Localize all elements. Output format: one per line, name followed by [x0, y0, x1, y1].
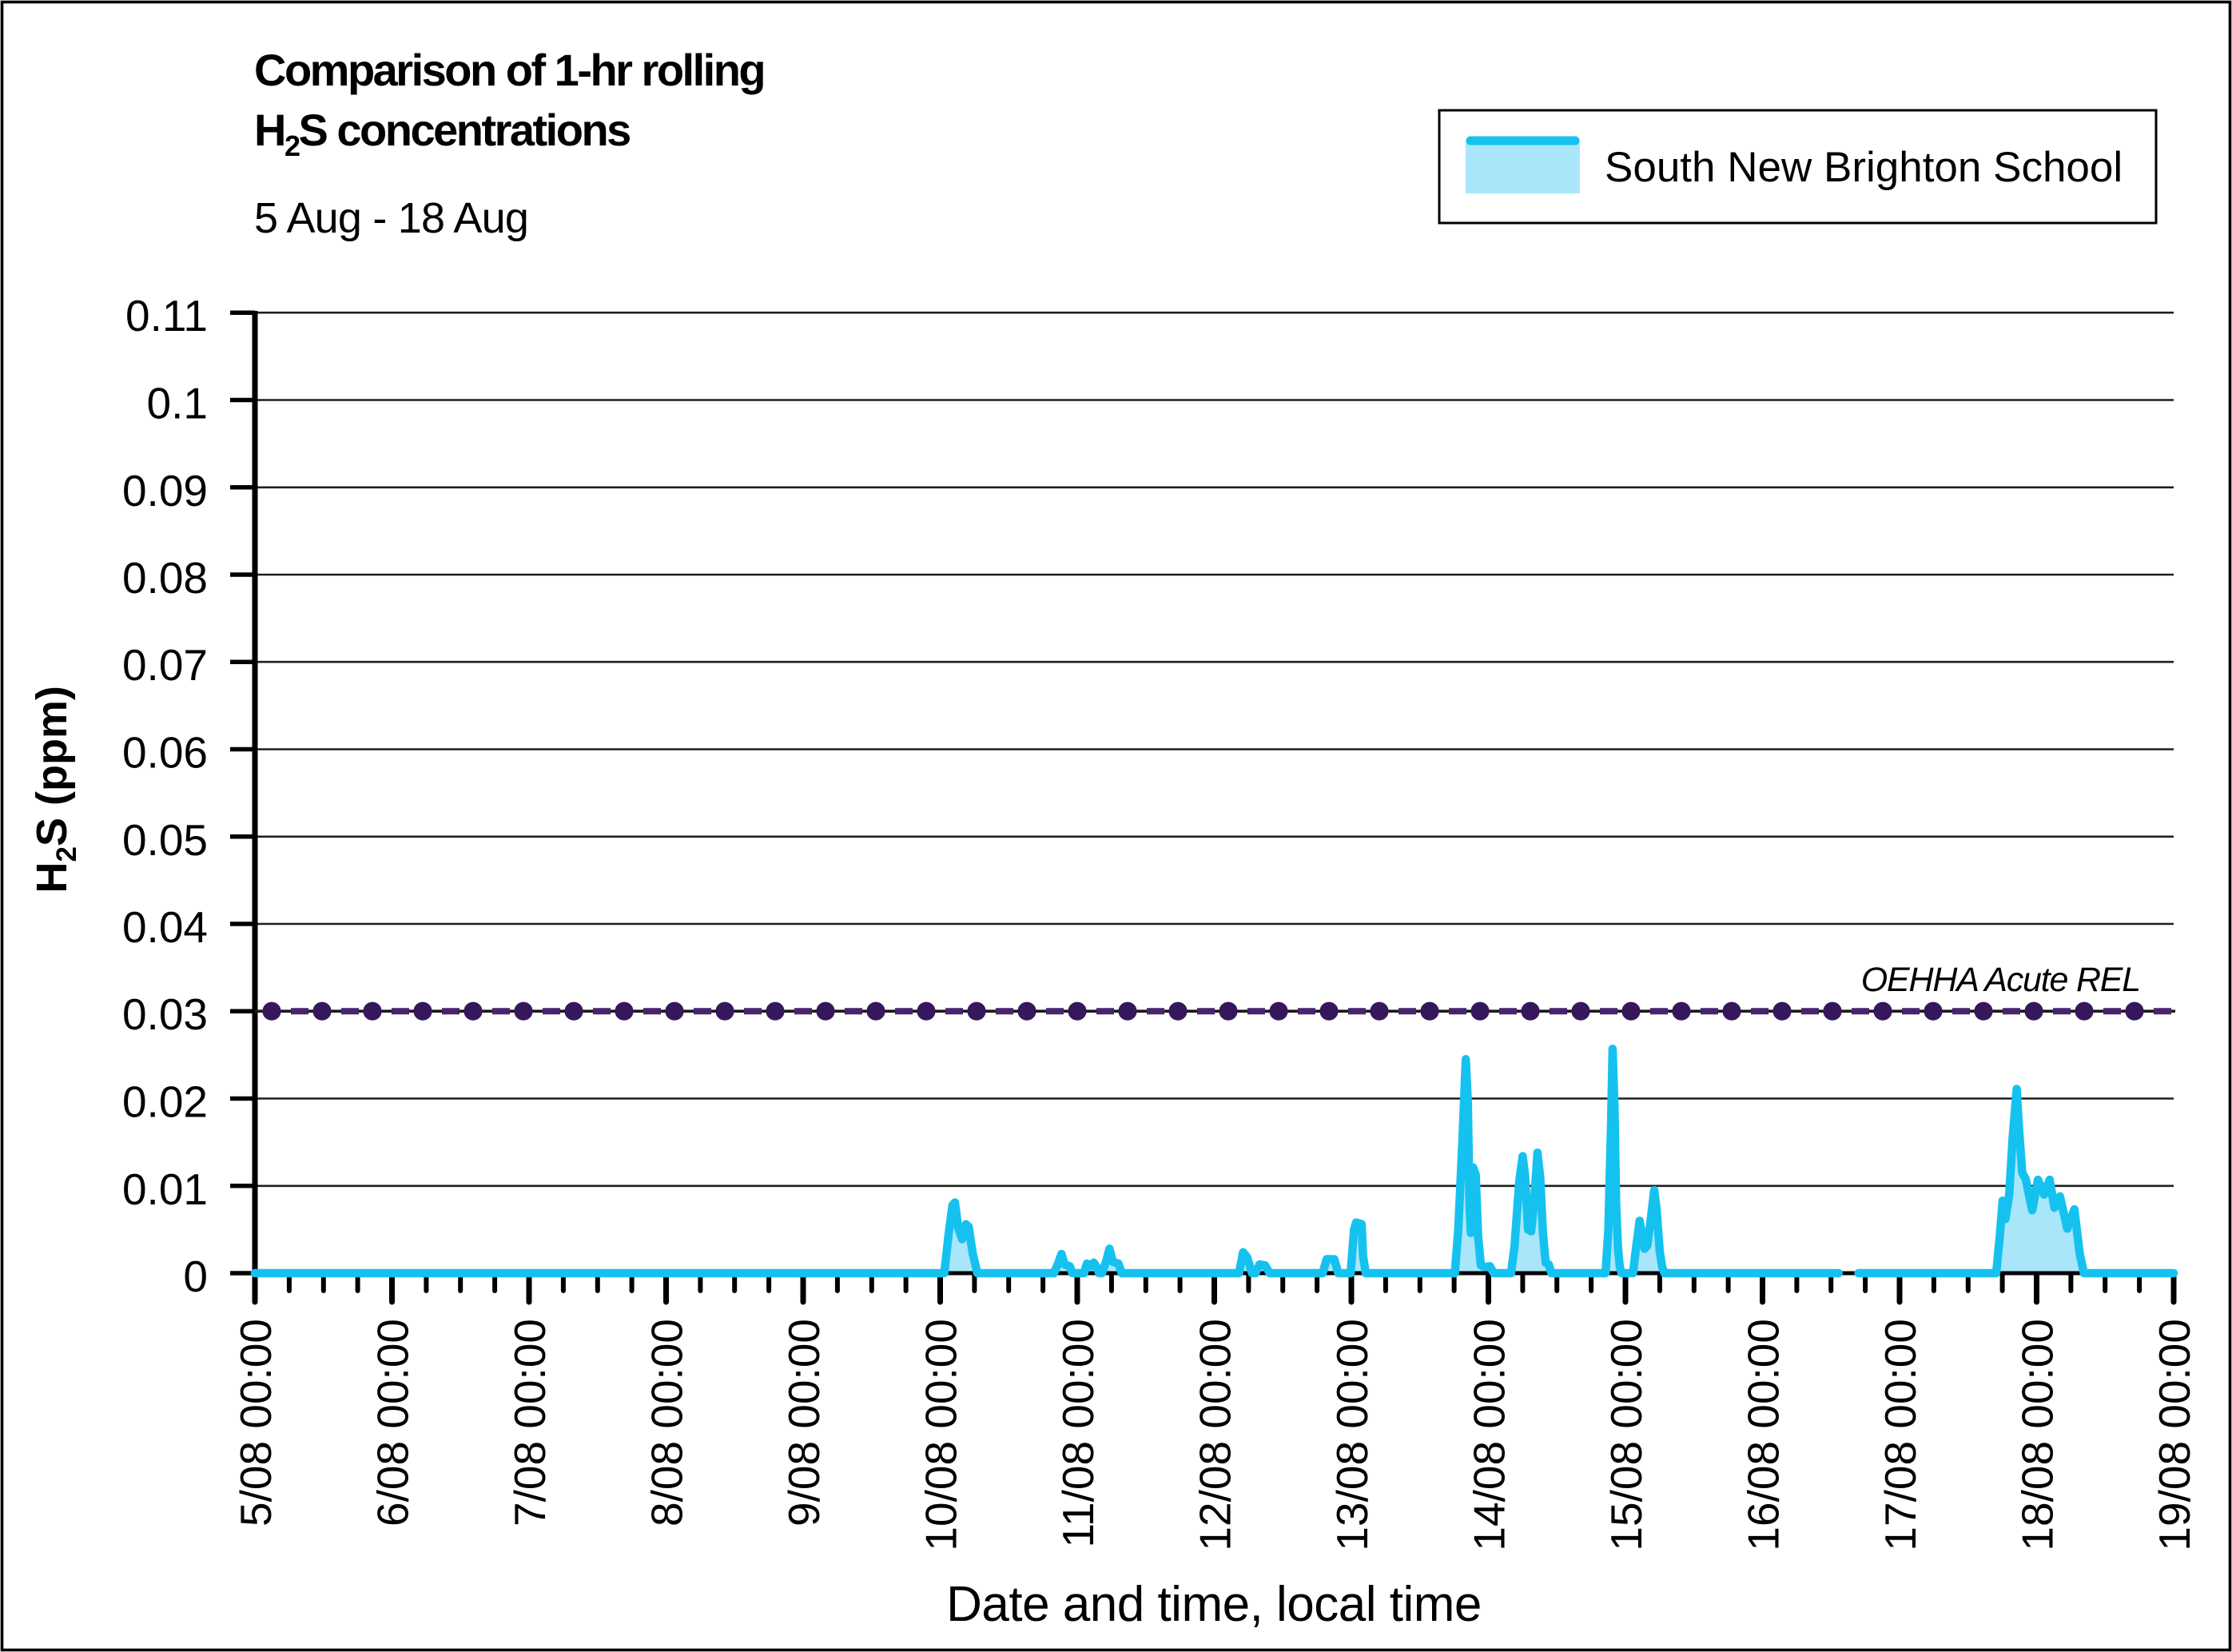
svg-text:9/08 00:00: 9/08 00:00 [779, 1319, 829, 1527]
svg-text:6/08 00:00: 6/08 00:00 [368, 1319, 418, 1527]
svg-text:19/08 00:00: 19/08 00:00 [2150, 1319, 2199, 1551]
svg-text:0.09: 0.09 [122, 466, 208, 516]
svg-text:H2S concentrations: H2S concentrations [254, 105, 630, 162]
svg-text:12/08 00:00: 12/08 00:00 [1191, 1319, 1240, 1551]
svg-text:15/08 00:00: 15/08 00:00 [1601, 1319, 1651, 1551]
svg-text:0.08: 0.08 [122, 553, 208, 603]
svg-text:H2S (ppm): H2S (ppm) [28, 686, 82, 893]
svg-text:Date and time, local time: Date and time, local time [946, 1577, 1482, 1632]
svg-text:10/08 00:00: 10/08 00:00 [917, 1319, 966, 1551]
svg-text:8/08 00:00: 8/08 00:00 [643, 1319, 692, 1527]
svg-text:0.03: 0.03 [122, 989, 208, 1039]
svg-text:14/08 00:00: 14/08 00:00 [1465, 1319, 1514, 1551]
svg-text:0.06: 0.06 [122, 728, 208, 778]
svg-text:5/08 00:00: 5/08 00:00 [231, 1319, 280, 1527]
svg-text:South New Brighton School: South New Brighton School [1605, 144, 2123, 191]
svg-text:0.11: 0.11 [125, 291, 208, 340]
svg-text:OEHHA Acute REL: OEHHA Acute REL [1861, 961, 2140, 999]
svg-text:5 Aug - 18 Aug: 5 Aug - 18 Aug [254, 194, 528, 242]
svg-text:16/08 00:00: 16/08 00:00 [1739, 1319, 1788, 1551]
svg-text:7/08 00:00: 7/08 00:00 [505, 1319, 555, 1527]
svg-text:0.07: 0.07 [122, 640, 208, 690]
svg-text:0.04: 0.04 [122, 902, 208, 952]
svg-text:0: 0 [183, 1252, 208, 1301]
svg-text:0.1: 0.1 [147, 379, 208, 428]
svg-text:0.05: 0.05 [122, 815, 208, 865]
svg-text:18/08 00:00: 18/08 00:00 [2013, 1319, 2063, 1551]
svg-text:17/08 00:00: 17/08 00:00 [1876, 1319, 1925, 1551]
svg-text:0.02: 0.02 [122, 1077, 208, 1127]
svg-text:13/08 00:00: 13/08 00:00 [1327, 1319, 1377, 1551]
svg-text:Comparison of 1-hr rolling: Comparison of 1-hr rolling [254, 45, 764, 95]
svg-text:11/08 00:00: 11/08 00:00 [1053, 1319, 1103, 1547]
svg-text:0.01: 0.01 [122, 1164, 208, 1214]
